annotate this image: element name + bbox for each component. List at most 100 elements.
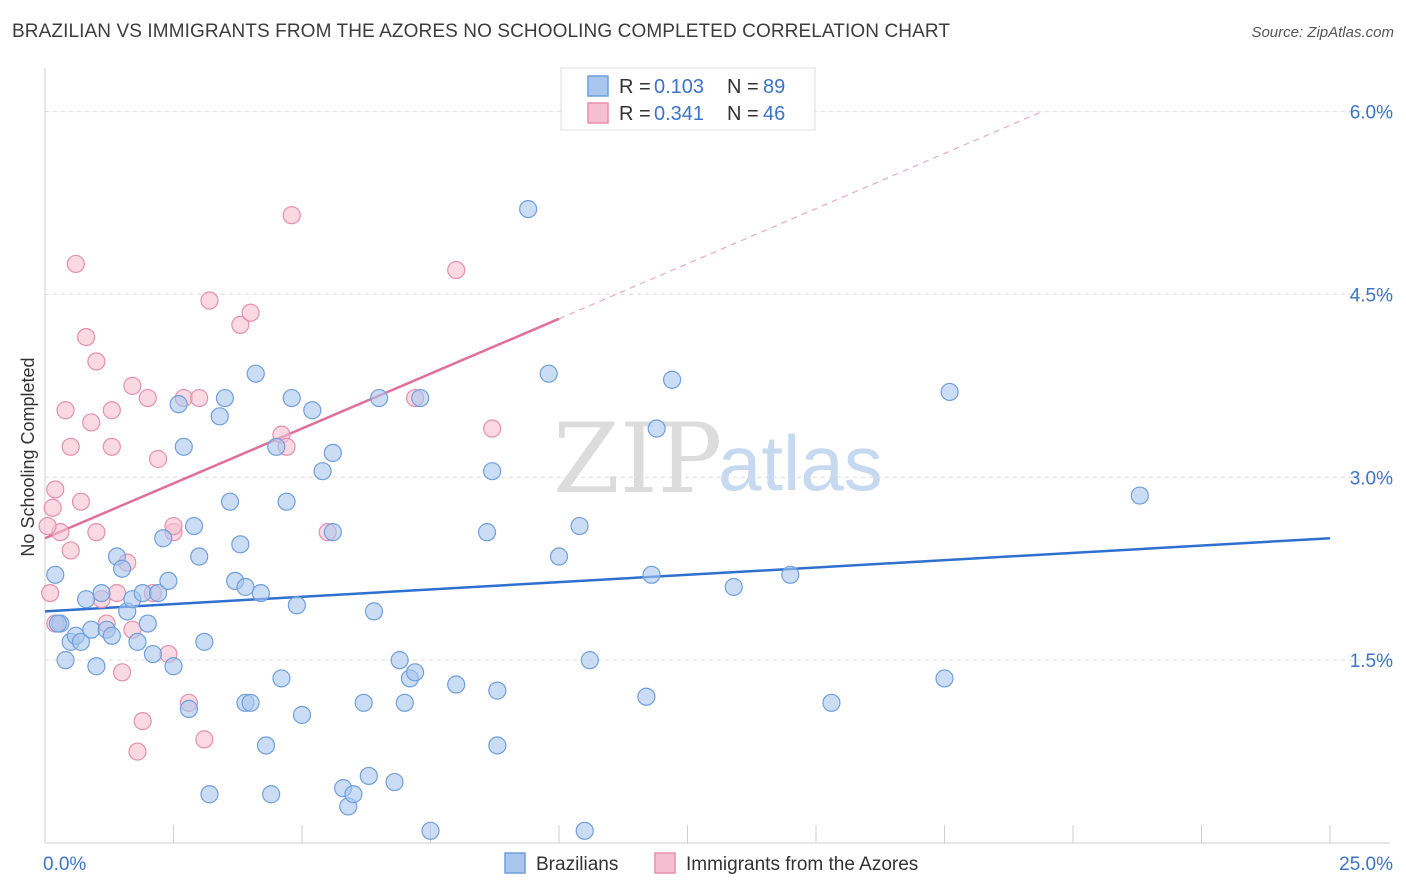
azores-trend-line: [44, 317, 560, 540]
x-tick-labels: 0.0% 25.0%: [43, 854, 1393, 875]
brazilian-point: [159, 571, 178, 591]
brazilian-point: [71, 632, 91, 651]
legend-r-value: 0.341: [654, 103, 704, 125]
azores-point: [61, 437, 80, 456]
brazilian-point: [262, 785, 281, 804]
brazilian-point: [483, 462, 502, 481]
brazilian-point: [282, 388, 301, 408]
brazilian-point: [370, 388, 389, 408]
azores-point: [61, 541, 80, 560]
azores-point: [148, 449, 168, 469]
brazilian-point: [411, 388, 430, 408]
y-tick-label: 6.0%: [1350, 103, 1393, 124]
brazilian-point: [575, 821, 594, 840]
watermark: ZIP atlas: [553, 403, 883, 515]
azores-point: [123, 376, 142, 395]
grid-lines: [45, 111, 1390, 661]
brazilian-point: [313, 462, 332, 481]
brazilian-point: [477, 523, 497, 542]
azores-point: [190, 388, 209, 408]
brazilian-point: [647, 419, 666, 438]
brazilian-point: [236, 577, 255, 597]
brazilian-point: [231, 535, 250, 554]
legend-swatch-brazilians: [587, 75, 609, 97]
azores-point: [241, 303, 260, 322]
brazilian-point: [519, 199, 538, 219]
legend: R = 0.103 N = 89 R = 0.341 N = 46: [560, 67, 816, 131]
y-tick-label: 3.0%: [1350, 468, 1393, 489]
azores-point: [200, 291, 219, 310]
brazilian-point: [447, 675, 466, 694]
brazilian-point: [287, 596, 306, 615]
azores-point: [138, 388, 157, 408]
brazilian-point: [200, 785, 219, 804]
brazilian-point: [56, 651, 75, 670]
brazilian-point: [344, 785, 363, 804]
brazilian-point: [220, 492, 240, 511]
brazilian-point: [570, 516, 589, 536]
brazilian-point: [46, 565, 65, 584]
brazilian-point: [148, 583, 168, 603]
brazilian-point: [164, 657, 183, 676]
brazilian-point: [246, 364, 265, 383]
azores-point: [447, 260, 466, 280]
azores-point: [38, 516, 57, 536]
y-axis-label: No Schooling Completed: [18, 357, 38, 556]
brazilian-point: [323, 523, 342, 542]
legend-r-value: 0.103: [654, 76, 704, 98]
brazilian-point: [354, 693, 373, 712]
azores-point: [56, 401, 75, 420]
brazilian-point: [421, 821, 440, 840]
brazilian-point: [405, 663, 425, 682]
azores-point: [107, 583, 127, 603]
azores-point: [87, 352, 106, 371]
bottom-legend-label-azores: Immigrants from the Azores: [686, 854, 918, 875]
watermark-atlas: atlas: [718, 419, 883, 507]
azores-point: [483, 419, 502, 438]
brazilian-point: [215, 388, 234, 408]
source-note: Source: ZipAtlas.com: [1251, 24, 1394, 41]
azores-point: [231, 315, 250, 335]
brazilian-point: [390, 651, 409, 670]
bottom-legend: Brazilians Immigrants from the Azores: [504, 852, 918, 875]
brazilian-point: [724, 577, 743, 597]
brazilian-point: [102, 626, 121, 645]
brazilian-point: [277, 492, 296, 511]
brazilian-point: [184, 516, 204, 536]
brazilian-point: [267, 437, 286, 456]
brazilian-point: [549, 547, 569, 566]
brazilian-point: [174, 437, 193, 456]
brazilian-point: [488, 681, 507, 700]
brazilian-point: [303, 401, 322, 420]
y-tick-label: 1.5%: [1350, 651, 1393, 672]
azores-point: [102, 437, 121, 456]
legend-r-label: R =: [619, 76, 651, 98]
brazilian-point: [195, 632, 214, 651]
brazilian-point: [256, 736, 276, 755]
brazilian-point: [241, 693, 260, 712]
brazilian-point: [133, 583, 152, 603]
azores-point: [87, 523, 106, 542]
brazilian-point: [364, 602, 384, 621]
brazilian-point: [637, 687, 656, 706]
brazilian-point: [87, 657, 106, 676]
azores-trend-extension: [558, 111, 1043, 320]
brazilian-point: [642, 565, 661, 584]
brazilian-point: [935, 669, 954, 688]
azores-point: [77, 327, 96, 347]
brazilian-point: [48, 614, 67, 633]
brazilian-point: [92, 583, 111, 603]
brazilian-point: [940, 382, 959, 402]
azores-point: [195, 730, 214, 749]
brazilian-point: [272, 669, 291, 688]
y-tick-labels: 1.5% 3.0% 4.5% 6.0%: [1350, 103, 1393, 673]
legend-r-label: R =: [619, 103, 651, 125]
y-tick-label: 4.5%: [1350, 285, 1393, 306]
brazilian-point: [143, 644, 163, 664]
brazilian-point: [190, 547, 209, 566]
bottom-legend-swatch-brazilians: [504, 852, 526, 874]
x-tick-label: 0.0%: [43, 854, 86, 875]
legend-n-label: N =: [727, 103, 759, 125]
brazilian-point: [82, 620, 101, 639]
